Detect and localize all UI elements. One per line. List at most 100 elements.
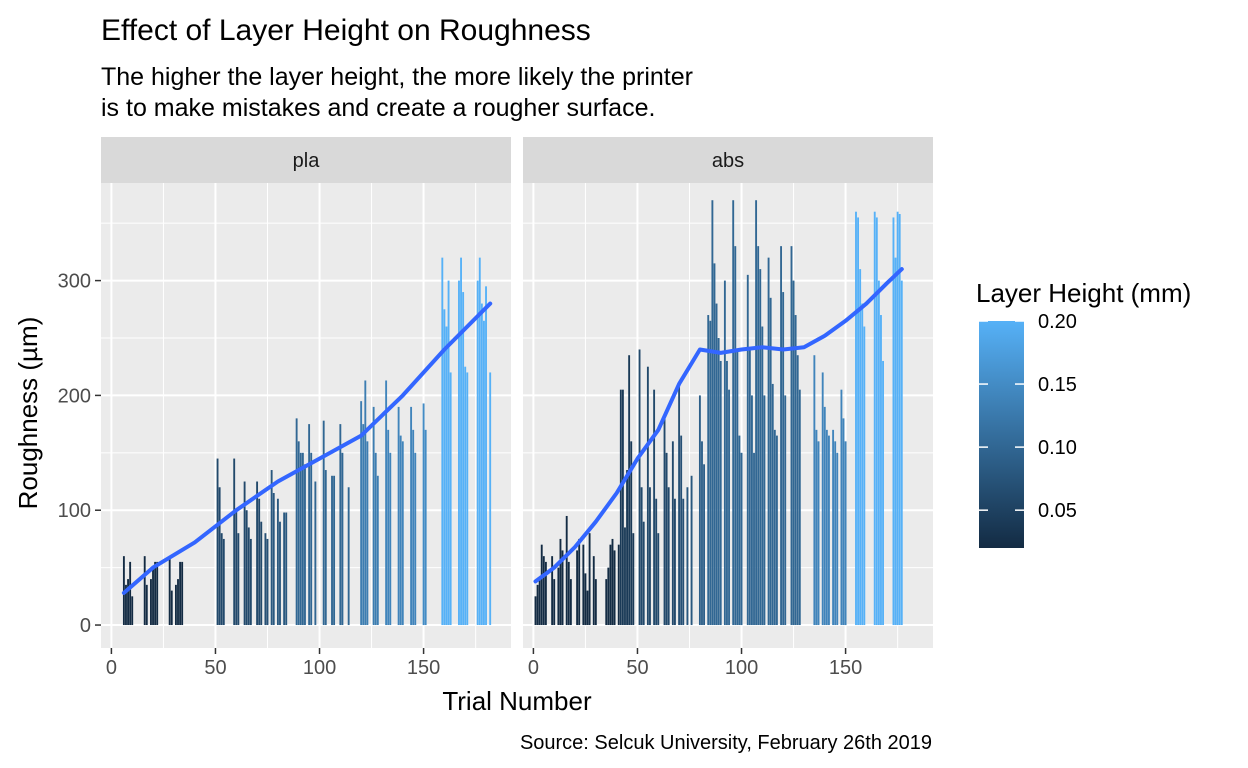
bar [875, 217, 878, 626]
bar [711, 200, 714, 626]
bar [270, 470, 273, 626]
bar [780, 246, 783, 626]
bar [769, 297, 772, 626]
bar [592, 556, 595, 626]
bar [576, 550, 579, 626]
bar [703, 464, 706, 626]
bar [485, 286, 487, 626]
bar [736, 349, 739, 626]
bar [894, 257, 897, 626]
bar [613, 550, 616, 626]
bar [584, 573, 587, 626]
bar [385, 380, 388, 626]
bar [216, 458, 219, 626]
bar [794, 315, 797, 626]
bar [233, 458, 236, 626]
bar [859, 269, 862, 626]
bar [588, 533, 591, 626]
bar [655, 498, 658, 626]
bar [464, 366, 467, 626]
bar [362, 424, 365, 626]
bar [678, 383, 681, 626]
x-tick-label: 100 [725, 657, 758, 679]
bar [174, 584, 177, 626]
bar [665, 452, 668, 626]
x-tick-label: 100 [303, 657, 336, 679]
bar [732, 200, 735, 626]
bar [536, 584, 539, 626]
y-tick-label: 100 [58, 500, 91, 522]
bar [372, 406, 375, 626]
legend-colorbar [979, 321, 1024, 548]
legend-title: Layer Height (mm) [976, 278, 1191, 308]
bar [813, 355, 816, 626]
chart-title: Effect of Layer Height on Roughness [101, 14, 591, 47]
bar [640, 487, 643, 626]
bar [324, 470, 327, 626]
bar [834, 441, 837, 626]
bar [565, 515, 568, 626]
bar [586, 590, 589, 626]
bar [578, 538, 581, 626]
bar [857, 217, 860, 626]
bar [168, 556, 171, 626]
bar [840, 389, 843, 626]
bar [285, 512, 288, 626]
bar [314, 481, 317, 626]
bar [582, 544, 585, 626]
trend-line [121, 301, 493, 595]
bar [127, 579, 129, 626]
y-tick-label: 0 [80, 615, 91, 637]
bar [424, 429, 427, 626]
bar [220, 533, 223, 626]
bar [611, 538, 614, 626]
bar [690, 475, 693, 626]
bar [374, 452, 377, 626]
x-tick-label: 0 [106, 657, 117, 679]
bar [218, 487, 221, 626]
facet-strip [101, 137, 511, 183]
bar [667, 487, 670, 626]
bar [790, 246, 793, 626]
facet-strip-label: abs [712, 150, 744, 172]
bar [828, 435, 830, 626]
bar [630, 441, 633, 626]
bar [181, 561, 184, 626]
x-axis-title: Trial Number [442, 686, 592, 716]
bar [341, 452, 344, 626]
y-axis-title: Roughness (µm) [13, 317, 43, 510]
bar [686, 487, 689, 626]
bar [713, 263, 716, 626]
bar [863, 326, 866, 626]
bar [698, 395, 701, 626]
bar [399, 435, 402, 626]
bar [873, 211, 876, 626]
bar [397, 406, 400, 626]
bar [628, 355, 631, 626]
x-tick-label: 0 [528, 657, 539, 679]
bar [478, 257, 481, 626]
bar [414, 452, 417, 626]
bar [726, 360, 728, 626]
bar [646, 366, 649, 626]
bar [264, 533, 267, 626]
y-tick-label: 300 [58, 271, 91, 293]
bar [154, 561, 157, 626]
bar [129, 561, 132, 626]
bar [322, 420, 325, 626]
x-tick-label: 150 [829, 657, 862, 679]
trend-line [533, 267, 904, 584]
bar [892, 217, 895, 626]
bar [295, 418, 298, 626]
bar [782, 292, 785, 626]
bar [245, 510, 248, 626]
bar [626, 470, 628, 626]
bar [145, 584, 148, 626]
bar [449, 372, 452, 626]
bar [460, 257, 462, 626]
bar [480, 303, 483, 626]
bar [131, 596, 134, 626]
bar [775, 435, 778, 626]
bar [412, 429, 415, 626]
